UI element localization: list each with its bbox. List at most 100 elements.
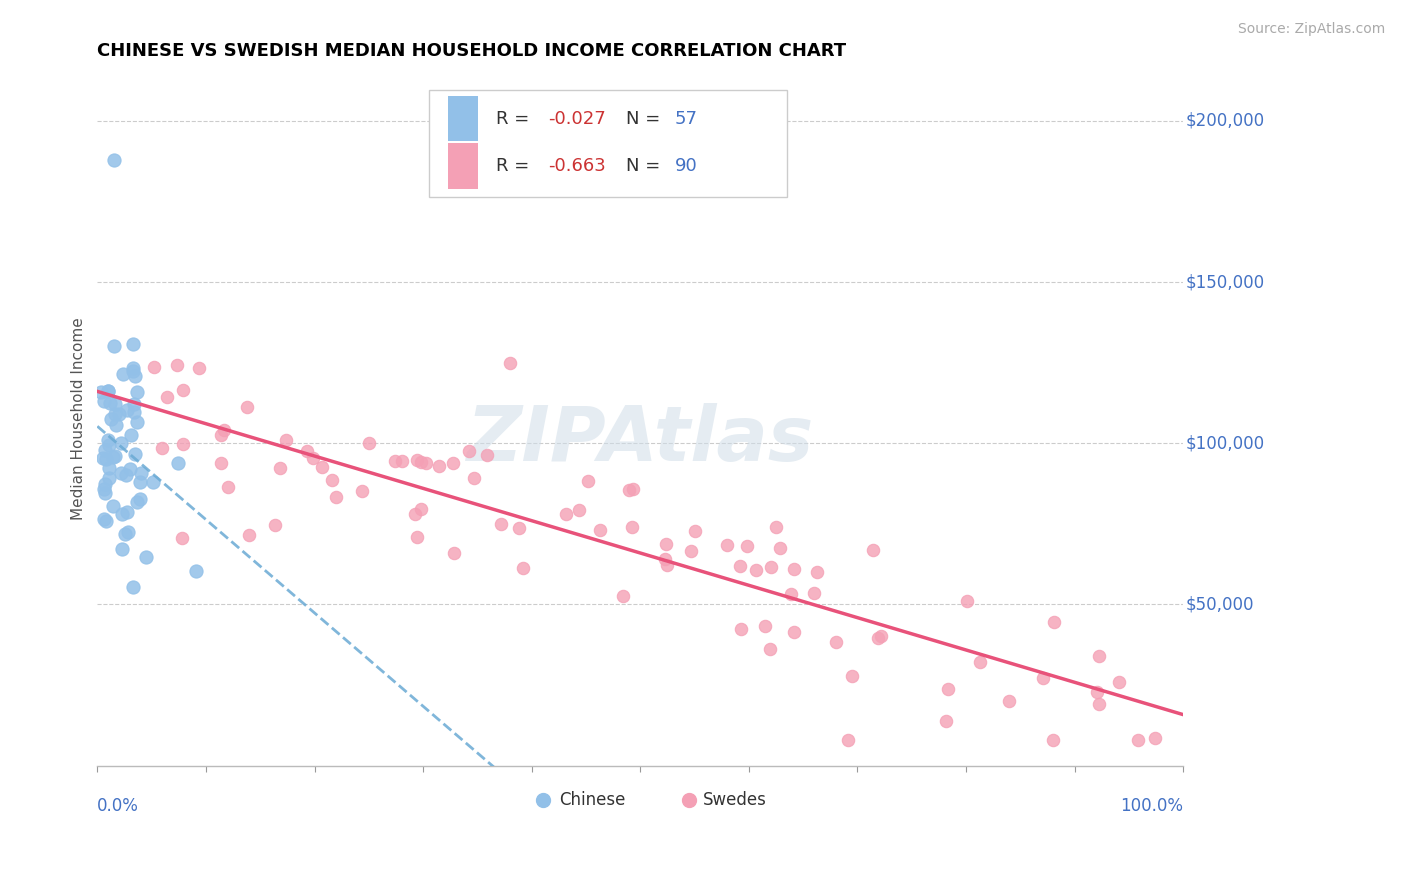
Point <box>404 508 426 522</box>
Text: N =: N = <box>626 110 666 128</box>
Point <box>837 732 859 747</box>
Point <box>512 560 534 574</box>
Point <box>655 537 678 551</box>
Text: 0.0%: 0.0% <box>97 797 139 815</box>
Text: -0.027: -0.027 <box>548 110 606 128</box>
Point <box>166 358 188 372</box>
Point <box>568 503 591 517</box>
Point <box>125 385 148 400</box>
Point <box>122 405 145 419</box>
Point <box>111 507 134 521</box>
Point <box>269 461 291 475</box>
Point <box>758 642 780 657</box>
Point <box>769 541 792 556</box>
Point <box>803 585 825 599</box>
Point <box>93 512 115 526</box>
Text: 90: 90 <box>675 157 697 175</box>
Point <box>765 520 787 534</box>
Point <box>121 364 143 378</box>
Point <box>681 543 703 558</box>
Point <box>184 565 207 579</box>
Point <box>150 442 173 456</box>
Point <box>90 384 112 399</box>
Point <box>142 359 165 374</box>
Point <box>508 521 530 535</box>
Point <box>621 482 644 496</box>
Point <box>936 682 959 697</box>
Point <box>415 456 437 470</box>
Point <box>96 515 118 529</box>
Point <box>93 485 115 500</box>
Point <box>212 424 235 438</box>
Point <box>1126 732 1149 747</box>
Point <box>617 483 640 497</box>
Point <box>1043 615 1066 630</box>
Point <box>620 520 643 534</box>
Text: R =: R = <box>496 157 534 175</box>
Point <box>321 473 343 487</box>
Point <box>969 656 991 670</box>
Point <box>956 594 979 608</box>
Point <box>744 563 766 577</box>
Point <box>866 631 889 645</box>
Point <box>274 433 297 447</box>
Text: $100,000: $100,000 <box>1185 434 1264 452</box>
Point <box>172 531 194 545</box>
Point <box>716 538 738 552</box>
Point <box>499 356 522 370</box>
Point <box>104 417 127 432</box>
Point <box>108 407 131 421</box>
Point <box>166 456 188 470</box>
Point <box>111 542 134 557</box>
Point <box>1088 697 1111 711</box>
Point <box>754 619 776 633</box>
Point <box>730 558 752 573</box>
Point <box>463 471 485 485</box>
Point <box>104 407 127 421</box>
Point <box>93 482 115 496</box>
Point <box>94 452 117 467</box>
Point <box>1032 671 1054 685</box>
Point <box>683 524 706 538</box>
Point <box>104 450 127 464</box>
Point <box>172 383 194 397</box>
Point <box>97 438 120 452</box>
Point <box>295 444 318 458</box>
Point <box>806 565 828 579</box>
FancyBboxPatch shape <box>429 90 787 197</box>
Point <box>357 436 380 450</box>
Point <box>101 450 124 464</box>
Point <box>441 456 464 470</box>
Point <box>759 559 782 574</box>
Point <box>263 517 285 532</box>
Point <box>121 337 143 351</box>
Point <box>350 484 373 499</box>
Point <box>104 396 127 410</box>
Point <box>475 449 498 463</box>
Point <box>217 480 239 494</box>
Point <box>114 527 136 541</box>
Point <box>172 436 194 450</box>
Point <box>443 546 465 560</box>
Text: CHINESE VS SWEDISH MEDIAN HOUSEHOLD INCOME CORRELATION CHART: CHINESE VS SWEDISH MEDIAN HOUSEHOLD INCO… <box>97 42 846 60</box>
Text: Swedes: Swedes <box>703 791 768 809</box>
Point <box>187 361 209 376</box>
Point <box>98 396 121 410</box>
Text: $200,000: $200,000 <box>1185 112 1264 130</box>
Point <box>489 516 512 531</box>
Point <box>824 635 846 649</box>
Point <box>406 452 429 467</box>
Point <box>129 475 152 490</box>
Text: -0.663: -0.663 <box>548 157 606 175</box>
Point <box>1108 674 1130 689</box>
Point <box>735 539 758 553</box>
Point <box>236 401 259 415</box>
Point <box>238 527 260 541</box>
Point <box>576 474 599 488</box>
Point <box>409 501 432 516</box>
Y-axis label: Median Household Income: Median Household Income <box>72 318 86 520</box>
Point <box>93 450 115 465</box>
Point <box>612 589 634 603</box>
Point <box>997 693 1019 707</box>
Point <box>655 558 678 573</box>
